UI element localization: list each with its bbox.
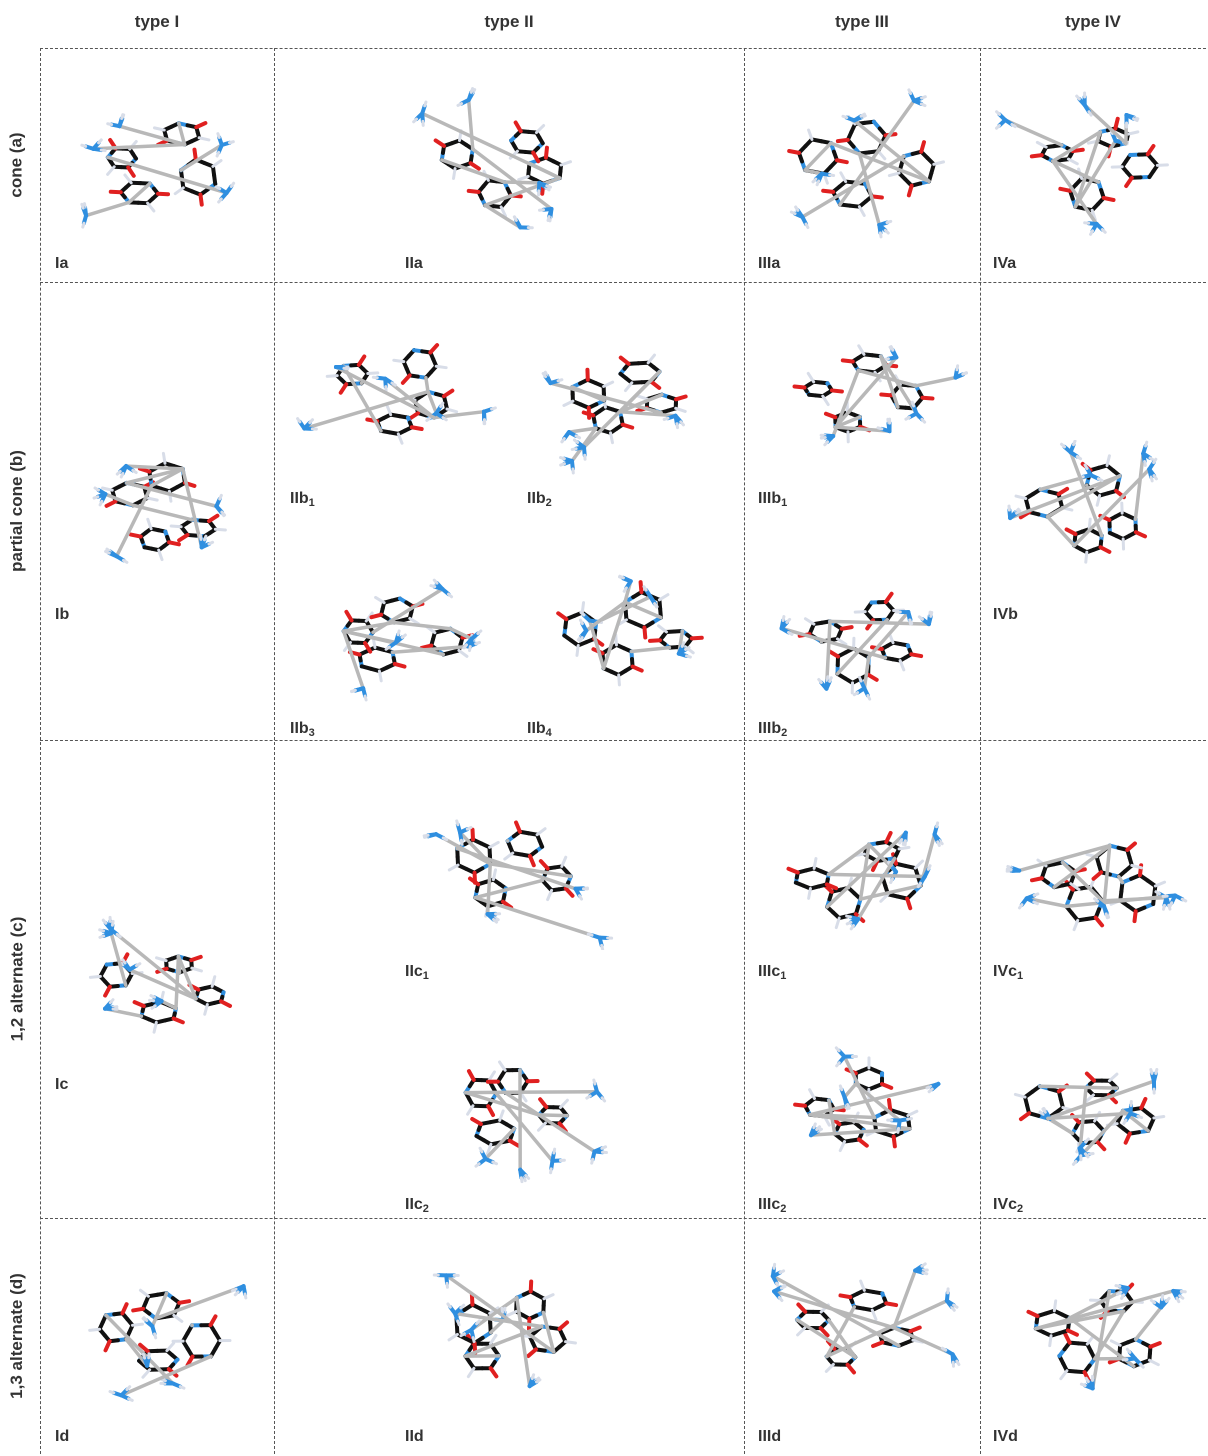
grid-line-left xyxy=(40,48,41,1454)
label-ivb: IVb xyxy=(993,606,1018,623)
label-iiid: IIId xyxy=(758,1428,782,1445)
molecule-iic1 xyxy=(422,819,614,950)
label-ivc2: IVc2 xyxy=(993,1196,1024,1215)
molecule-ivc1 xyxy=(1005,841,1188,932)
row-header-12-alternate: 1,2 alternate (c) xyxy=(7,916,27,1042)
molecule-iib2 xyxy=(541,353,688,475)
molecule-iib1 xyxy=(296,343,497,445)
grid-line-row-cd xyxy=(40,1218,1206,1219)
label-iic1: IIc1 xyxy=(405,963,429,982)
molecule-iib3 xyxy=(341,578,483,702)
label-iiib1: IIIb1 xyxy=(758,490,788,509)
molecule-iiia xyxy=(787,88,946,239)
column-header-type-i: type I xyxy=(134,12,180,31)
label-iva: IVa xyxy=(993,255,1017,272)
row-header-13-alternate: 1,3 alternate (d) xyxy=(7,1273,26,1399)
molecule-iiib1 xyxy=(792,344,968,447)
molecule-iid xyxy=(432,1273,577,1389)
label-iib2: IIb2 xyxy=(527,490,552,509)
label-iid: IId xyxy=(405,1428,424,1445)
molecule-id xyxy=(88,1284,248,1402)
label-iia: IIa xyxy=(405,255,423,272)
column-header-type-iv: type IV xyxy=(1065,12,1121,31)
label-ivc1: IVc1 xyxy=(993,963,1024,982)
molecule-ib xyxy=(92,451,227,564)
molecule-iiid xyxy=(770,1262,961,1375)
grid-line-col-12 xyxy=(274,48,275,1454)
label-iib1: IIb1 xyxy=(290,490,315,509)
molecule-iib4 xyxy=(556,574,704,687)
label-iiib2: IIIb2 xyxy=(758,720,788,739)
label-iiic2: IIIc2 xyxy=(758,1196,787,1215)
molecule-iia xyxy=(412,87,572,230)
molecule-ic xyxy=(88,915,232,1034)
molecule-iiic2 xyxy=(793,1046,941,1153)
label-iib4: IIb4 xyxy=(527,720,552,739)
label-ib: Ib xyxy=(55,606,70,623)
grid-line-top xyxy=(40,48,1206,49)
molecule-iiib2 xyxy=(779,591,934,701)
row-header-cone: cone (a) xyxy=(7,132,26,198)
grid-line-col-23 xyxy=(744,48,745,1454)
molecule-ivb xyxy=(1007,440,1158,564)
label-id: Id xyxy=(55,1428,70,1445)
molecule-ia xyxy=(80,113,236,229)
column-header-type-iii: type III xyxy=(835,12,889,31)
label-iiic1: IIIc1 xyxy=(758,963,787,982)
label-iiia: IIIa xyxy=(758,255,781,272)
molecule-ivc2 xyxy=(1013,1067,1166,1166)
grid-line-row-bc xyxy=(40,740,1206,741)
row-header-partial-cone: partial cone (b) xyxy=(7,450,27,572)
molecule-iva xyxy=(994,91,1169,236)
label-ia: Ia xyxy=(55,255,69,272)
molecule-iic2 xyxy=(463,1060,608,1184)
column-header-type-ii: type II xyxy=(484,12,534,31)
label-iic2: IIc2 xyxy=(405,1196,429,1215)
label-ivd: IVd xyxy=(993,1428,1018,1445)
molecule-iiic1 xyxy=(786,821,944,931)
label-iib3: IIb3 xyxy=(290,720,315,739)
grid-line-row-ab xyxy=(40,282,1206,283)
label-ic: Ic xyxy=(55,1076,69,1093)
molecule-ivd xyxy=(1026,1282,1187,1391)
grid-line-col-34 xyxy=(980,48,981,1454)
